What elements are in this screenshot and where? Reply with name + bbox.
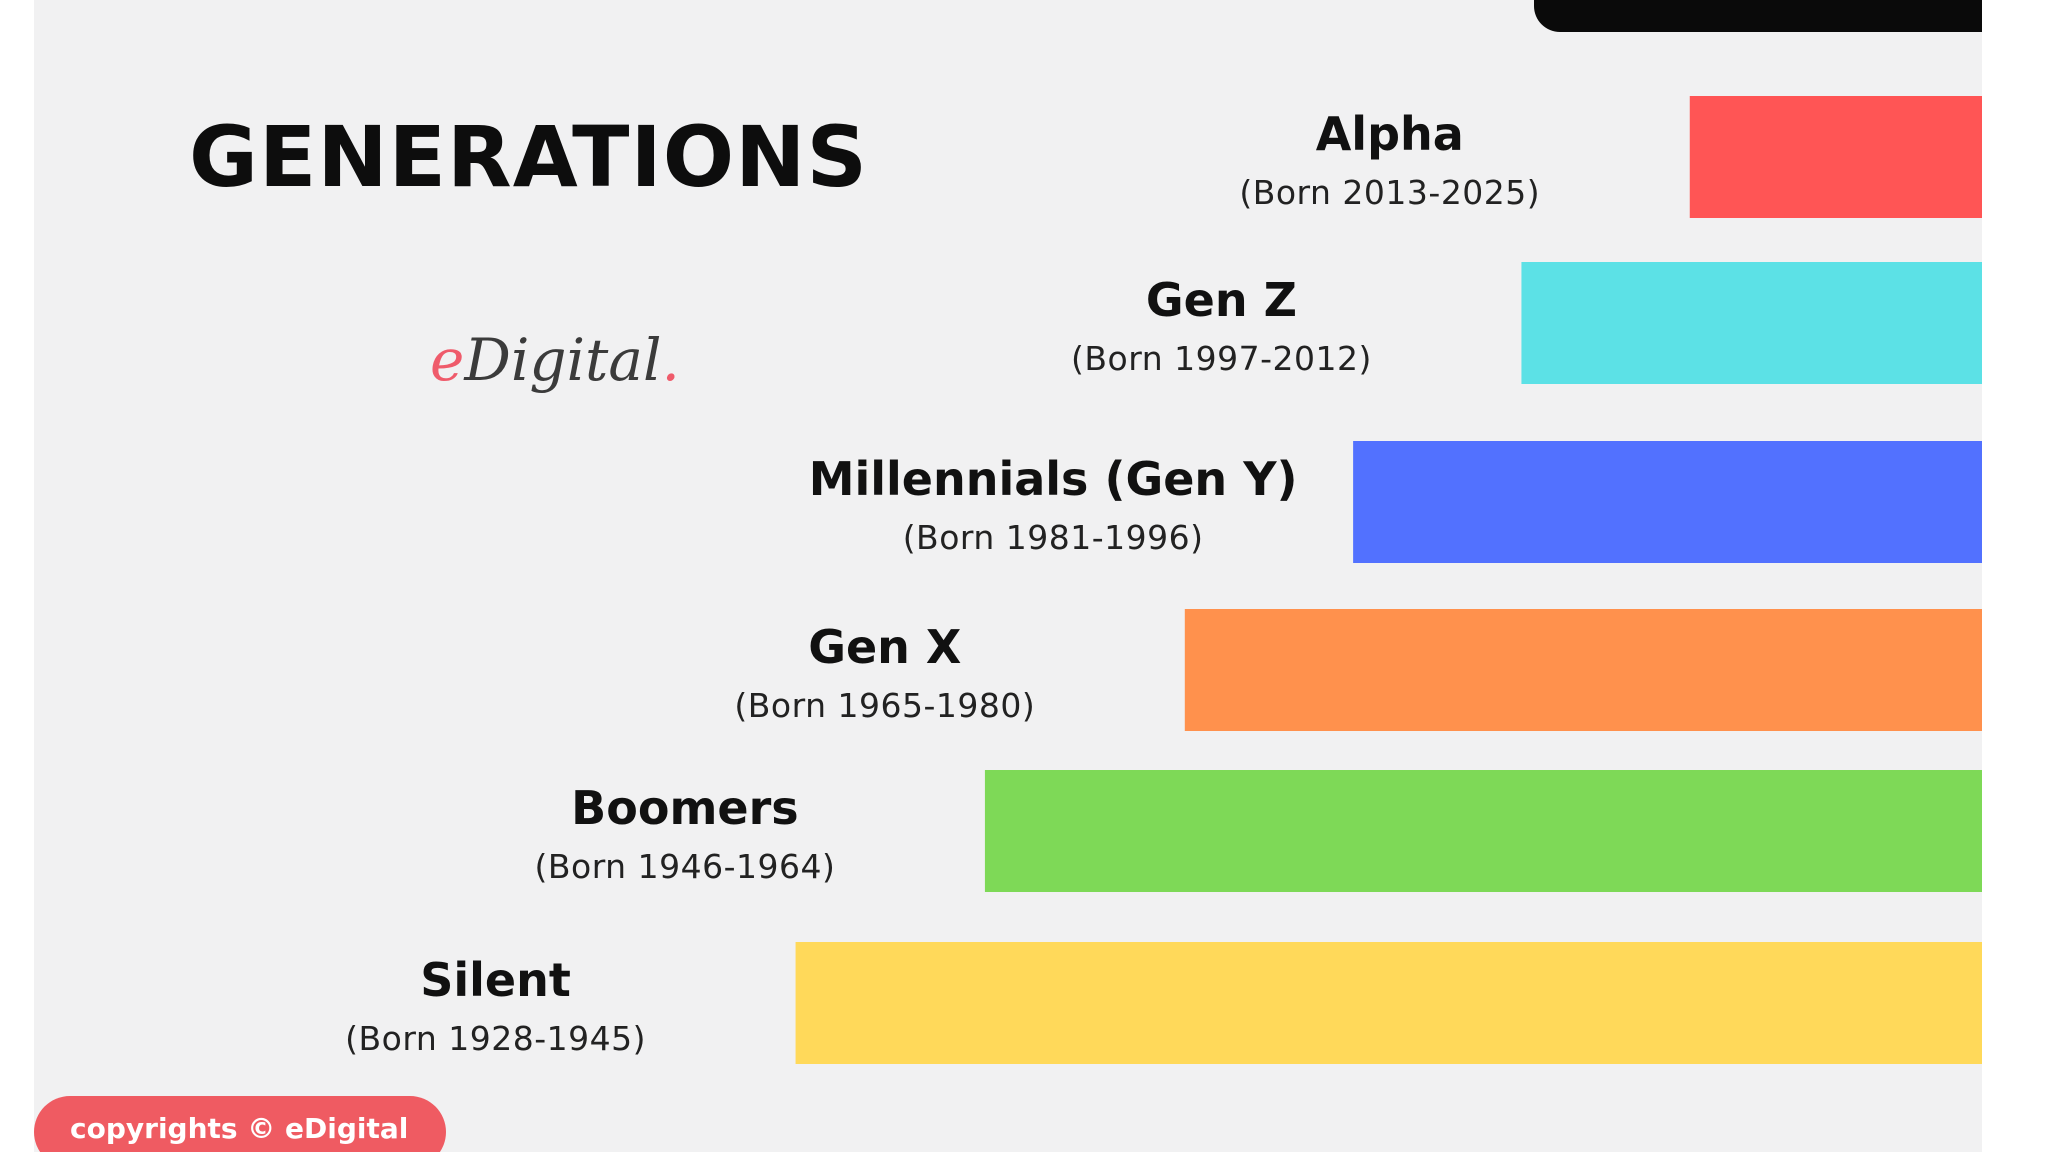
logo-letter-e: e	[430, 326, 465, 394]
bar-silent	[795, 942, 1982, 1064]
logo-dot: .	[661, 326, 680, 394]
generations-bar-chart: Alpha (Born 2013-2025) Gen Z (Born 1997-201…	[345, 96, 1982, 1064]
years-alpha: (Born 2013-2025)	[1239, 173, 1540, 212]
label-gen-x: Gen X	[808, 620, 961, 674]
label-silent: Silent	[420, 953, 571, 1007]
bar-gen-x	[1184, 609, 1982, 731]
bar-gen-z	[1521, 262, 1982, 384]
years-gen-z: (Born 1997-2012)	[1071, 339, 1372, 378]
infographic-panel: GENERATIONS eDigital. Alpha (Born 2013-20…	[34, 0, 1982, 1152]
chart-title: GENERATIONS	[189, 108, 868, 206]
years-millennials-gen-y: (Born 1981-1996)	[903, 518, 1204, 557]
copyright-badge: copyrights © eDigital	[34, 1096, 447, 1152]
edigital-logo: eDigital.	[430, 326, 680, 394]
logo-word: Digital	[464, 326, 662, 394]
bar-boomers	[984, 770, 1982, 892]
label-millennials-gen-y: Millennials (Gen Y)	[809, 452, 1298, 506]
label-boomers: Boomers	[571, 781, 798, 835]
bar-millennials-gen-y	[1353, 441, 1982, 563]
years-silent: (Born 1928-1945)	[345, 1019, 646, 1058]
label-gen-z: Gen Z	[1146, 273, 1297, 327]
top-decorative-bar	[1534, 0, 1982, 32]
label-alpha: Alpha	[1316, 107, 1464, 161]
years-boomers: (Born 1946-1964)	[534, 847, 835, 886]
years-gen-x: (Born 1965-1980)	[734, 686, 1035, 725]
bar-alpha	[1689, 96, 1982, 218]
